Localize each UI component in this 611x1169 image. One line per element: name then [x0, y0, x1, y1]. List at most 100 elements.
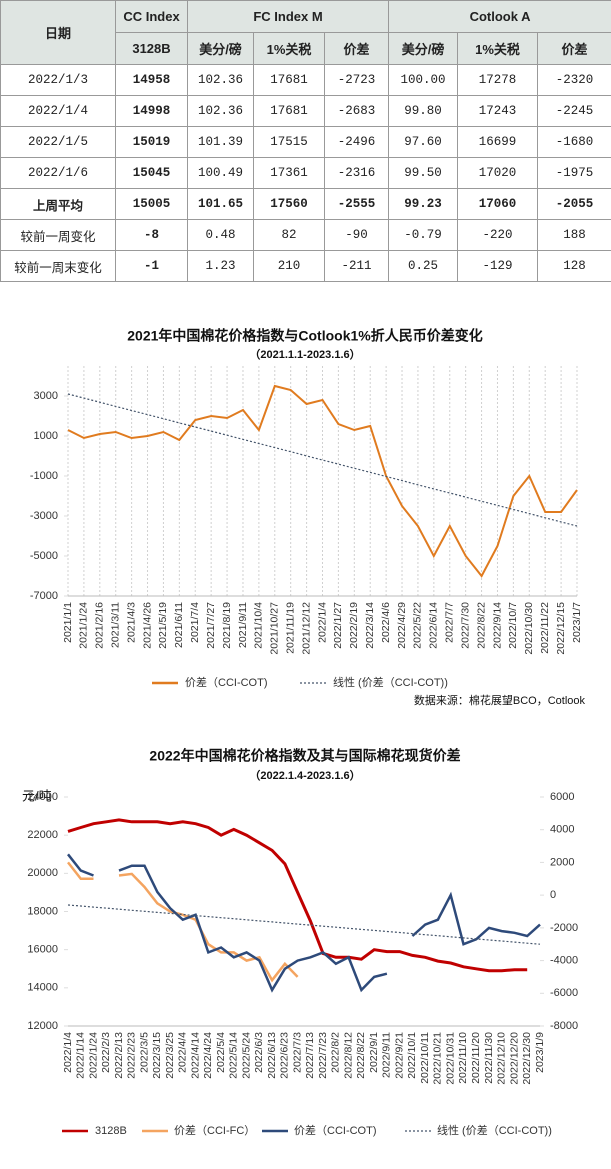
x-tick-label: 2022/8/12	[342, 1032, 354, 1079]
y-tick-label: -5000	[30, 550, 58, 562]
table-cell: 99.80	[388, 95, 459, 127]
x-tick-label: 2022/10/21	[432, 1032, 444, 1085]
x-tick-label: 2022/7/30	[459, 602, 471, 649]
x-tick-label: 2021/4/26	[141, 602, 153, 649]
table-cell: -2320	[537, 64, 611, 96]
header-cell: 1%关税	[457, 32, 539, 65]
table-cell: 上周平均	[0, 188, 116, 220]
legend-label: 线性 (价差（CCI-COT))	[437, 1123, 552, 1137]
header-cell: 价差	[537, 32, 611, 65]
x-tick-label: 2021/10/27	[269, 602, 281, 655]
x-tick-label: 2022/9/11	[381, 1032, 393, 1078]
table-cell: -1680	[537, 126, 611, 158]
table-row: 2022/1/5 15019 101.39 17515 -2496 97.60 16699-…	[0, 126, 611, 158]
table-cell: 102.36	[187, 64, 254, 96]
x-tick-label: 2022/8/2	[330, 1032, 342, 1073]
table-cell: 较前一周末变化	[0, 250, 116, 282]
table-cell: 16699	[457, 126, 539, 158]
x-tick-label: 2022/1/24	[87, 1032, 99, 1079]
table-cell: -2316	[323, 157, 390, 189]
y-tick-label: -7000	[30, 590, 58, 602]
series-line	[67, 853, 541, 993]
x-tick-label: 2022/12/20	[508, 1032, 520, 1085]
table-cell: -0.79	[388, 219, 459, 251]
x-tick-label: 2022/6/23	[279, 1032, 291, 1079]
header-cell: 美分/磅	[388, 32, 459, 65]
y-tick-label: -3000	[30, 510, 58, 522]
table-cell: 15045	[115, 157, 188, 189]
x-tick-label: 2022/3/5	[138, 1032, 150, 1073]
chart-title: 2021年中国棉花价格指数与Cotlook1%折人民币价差变化	[127, 328, 482, 344]
table-cell: 100.00	[388, 64, 459, 96]
table-cell: 128	[537, 250, 611, 282]
y-tick-label: 18000	[27, 905, 58, 917]
y2-tick-label: 0	[550, 889, 556, 901]
x-tick-label: 2022/9/14	[491, 602, 503, 649]
table-cell: 97.60	[388, 126, 459, 158]
x-tick-label: 2022/3/25	[164, 1032, 176, 1079]
x-tick-label: 2023/1/9	[534, 1032, 546, 1073]
x-tick-label: 2022/12/15	[555, 602, 567, 655]
table-cell: 210	[253, 250, 325, 282]
x-tick-label: 2022/11/20	[470, 1032, 482, 1084]
header-cell: 价差	[323, 32, 390, 65]
x-tick-label: 2022/10/1	[406, 1032, 418, 1079]
x-tick-label: 2022/3/14	[364, 602, 376, 649]
table-row: 较前一周变化 -8 0.48 82 -90 -0.79 -220 188	[0, 219, 611, 251]
x-tick-label: 2021/1/24	[78, 602, 90, 649]
y-tick-label: 3000	[34, 390, 58, 402]
table-cell: -2496	[323, 126, 390, 158]
y2-tick-label: -4000	[550, 954, 578, 966]
x-tick-label: 2022/8/22	[475, 602, 487, 649]
header-cell: 美分/磅	[187, 32, 254, 65]
table-cell: -1975	[537, 157, 611, 189]
x-tick-label: 2022/11/22	[539, 602, 551, 654]
x-tick-label: 2022/4/29	[396, 602, 408, 649]
legend-label: 价差（CCI-FC）	[174, 1123, 255, 1137]
table-row: 较前一周末变化 -1 1.23 210 -211 0.25 -129 128	[0, 250, 611, 282]
x-tick-label: 2022/6/3	[253, 1032, 265, 1073]
y2-tick-label: -6000	[550, 987, 578, 999]
x-tick-label: 2021/6/11	[173, 602, 185, 648]
x-tick-label: 2022/6/13	[266, 1032, 278, 1079]
table-cell: 0.25	[388, 250, 459, 282]
series-line	[67, 818, 528, 973]
header-cell: 3128B	[115, 32, 188, 65]
x-tick-label: 2022/1/27	[332, 602, 344, 649]
table-row: 上周平均 15005 101.65 17560 -2555 99.23 17060 -2055	[0, 188, 611, 220]
chart-title: 2022年中国棉花价格指数及其与国际棉花现货价差	[149, 748, 460, 764]
table-cell: 14998	[115, 95, 188, 127]
x-tick-label: 2022/5/24	[240, 1032, 252, 1079]
table-row: 2022/1/6 15045 100.49 17361 -2316 99.50 17020-…	[0, 157, 611, 189]
x-tick-label: 2022/12/10	[496, 1032, 508, 1085]
header-row: 3128B 美分/磅 1%关税 价差 美分/磅 1%关税 价差	[1, 32, 611, 65]
x-tick-label: 2022/7/23	[317, 1032, 329, 1079]
x-tick-label: 2022/1/4	[62, 1032, 74, 1073]
x-tick-label: 2022/8/22	[355, 1032, 367, 1079]
x-tick-label: 2021/2/16	[94, 602, 106, 649]
table-cell: -2683	[323, 95, 390, 127]
table-cell: 17681	[253, 95, 325, 127]
y2-tick-label: -8000	[550, 1020, 578, 1032]
table-cell: -2245	[537, 95, 611, 127]
price-table: 日期 CC Index FC Index M Cotlook A 3128B 美分/磅 1%…	[0, 0, 611, 282]
table-cell: 101.65	[187, 188, 254, 220]
y-tick-label: 12000	[27, 1020, 58, 1032]
y2-tick-label: 6000	[550, 791, 574, 803]
table-cell: 1.23	[187, 250, 254, 282]
legend-label: 线性 (价差（CCI-COT))	[333, 675, 448, 689]
series-line	[67, 384, 578, 578]
x-tick-label: 2022/10/11	[419, 1032, 431, 1084]
table-cell: -211	[323, 250, 390, 282]
table-cell: -2055	[537, 188, 611, 220]
x-tick-label: 2022/11/10	[457, 1032, 469, 1084]
source-note: 数据来源：棉花展望BCO，Cotlook	[414, 693, 586, 707]
table-cell: 2022/1/4	[0, 95, 116, 127]
table-cell: -8	[115, 219, 188, 251]
series-line	[67, 861, 299, 983]
table-cell: -2723	[323, 64, 390, 96]
x-tick-label: 2022/9/21	[393, 1032, 405, 1079]
x-tick-label: 2022/2/19	[348, 602, 360, 649]
